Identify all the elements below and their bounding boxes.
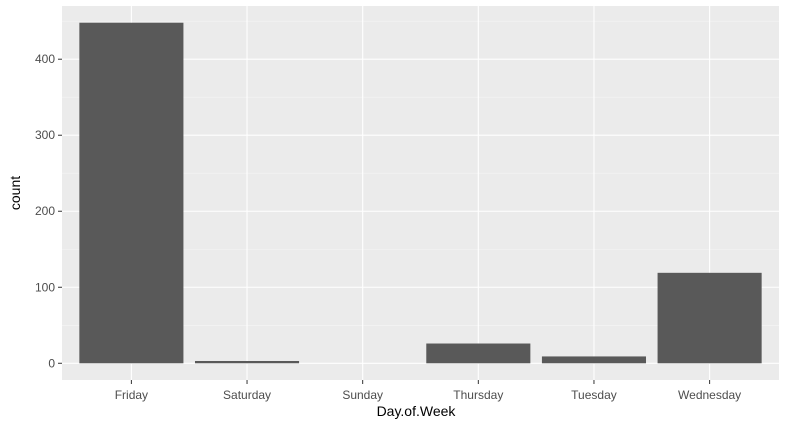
x-tick-label-sunday: Sunday [342,388,383,402]
bar-thursday [426,343,531,364]
x-axis: Friday Saturday Sunday Thursday Tuesday Wedne… [115,380,741,402]
bar-wednesday [657,272,762,364]
x-tick-label-thursday: Thursday [453,388,503,402]
y-tick-label: 0 [48,356,55,370]
bar-tuesday [541,356,647,364]
bar-friday [79,22,184,364]
y-tick-label: 400 [35,52,55,66]
bars [79,22,762,364]
bar-saturday [194,360,300,364]
y-tick-label: 300 [35,128,55,142]
x-axis-title: Day.of.Week [377,403,457,419]
y-axis-title: count [7,176,23,210]
y-tick-label: 200 [35,204,55,218]
y-axis: 0 100 200 300 400 [35,52,62,370]
x-tick-label-saturday: Saturday [223,388,271,402]
y-tick-label: 100 [35,280,55,294]
x-tick-label-tuesday: Tuesday [571,388,617,402]
x-tick-label-wednesday: Wednesday [678,388,741,402]
x-tick-label-friday: Friday [115,388,148,402]
